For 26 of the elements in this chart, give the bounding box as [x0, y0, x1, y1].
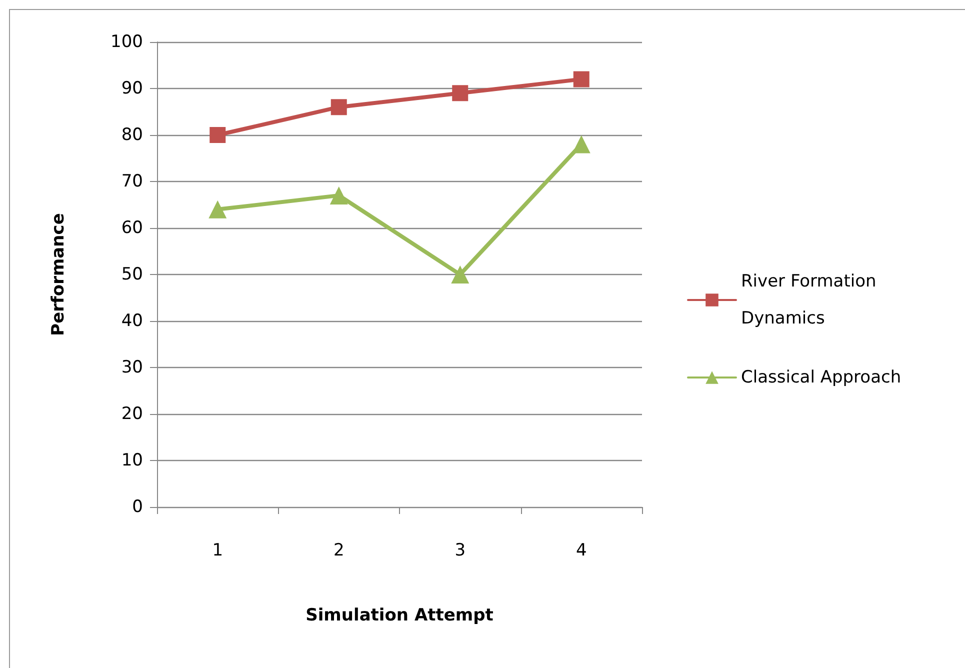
- point: [208, 200, 227, 218]
- y-tick-label: 80: [121, 125, 143, 145]
- y-tick-label: 90: [121, 78, 143, 98]
- point: [451, 266, 470, 284]
- point: [210, 127, 226, 143]
- legend-label: River Formation Dynamics: [741, 272, 882, 328]
- x-axis-title: Simulation Attempt: [306, 606, 494, 626]
- point: [330, 186, 348, 204]
- x-tick-label: 4: [576, 540, 587, 560]
- y-axis-title: Performance: [48, 213, 68, 336]
- y-tick-label: 20: [121, 404, 143, 424]
- y-tick-label: 70: [121, 172, 143, 192]
- y-tick-label: 10: [121, 450, 143, 470]
- point: [452, 85, 468, 102]
- y-tick-label: 30: [121, 358, 143, 378]
- x-tick-label: 1: [212, 540, 224, 560]
- x-tick-label: 3: [454, 540, 466, 560]
- y-tick-label: 100: [110, 32, 143, 52]
- y-tick-label: 40: [121, 311, 143, 331]
- point: [330, 99, 347, 116]
- y-tick-label: 50: [121, 264, 143, 284]
- legend-label: Classical Approach: [741, 368, 902, 388]
- point: [573, 71, 590, 88]
- y-tick-label: 0: [132, 497, 143, 517]
- x-tick-label: 2: [333, 540, 344, 560]
- y-tick-label: 60: [121, 218, 143, 238]
